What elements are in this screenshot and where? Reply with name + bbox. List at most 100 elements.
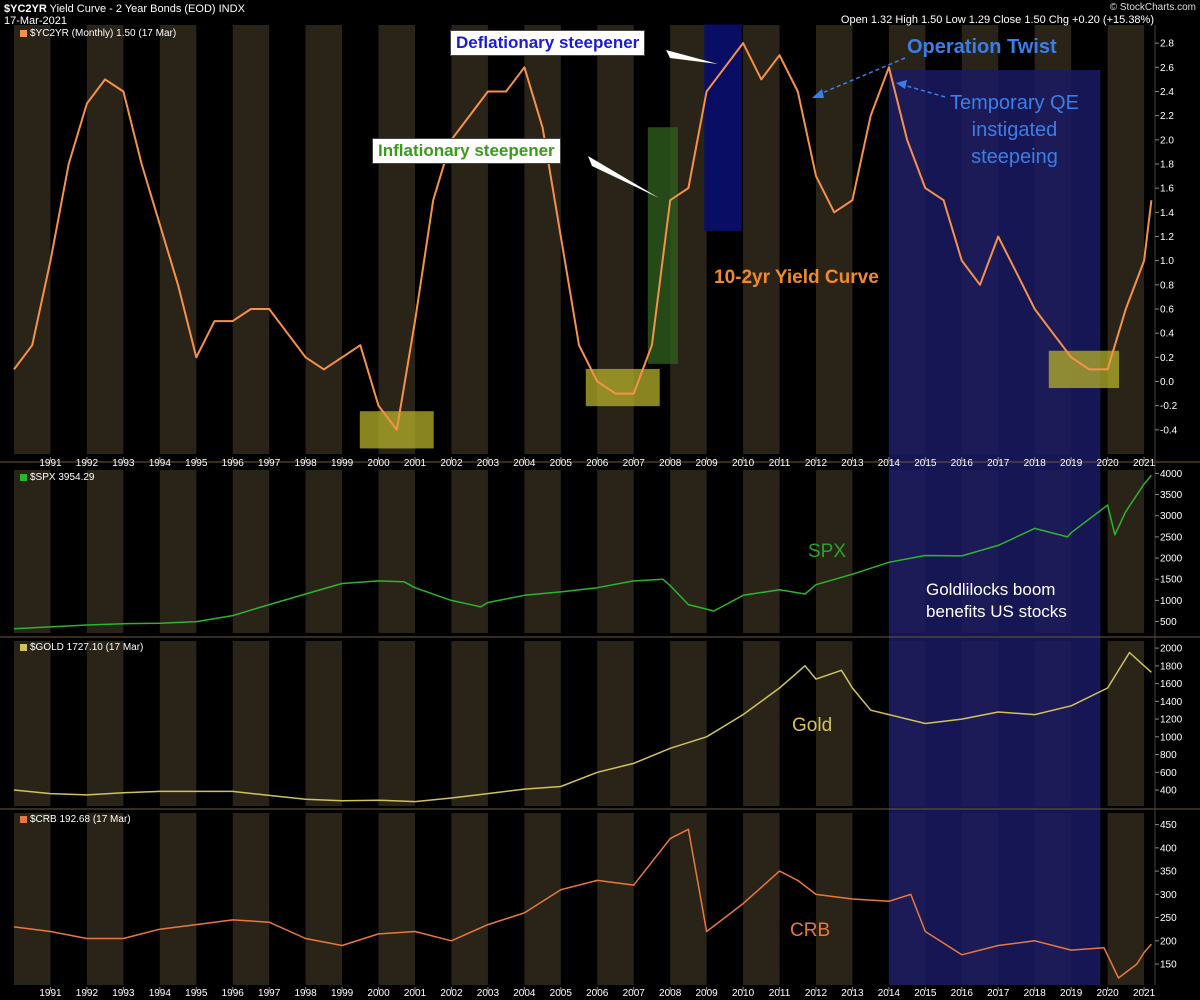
operation-twist-label: Operation Twist (907, 36, 1057, 58)
x-tick-label-top: 1992 (76, 458, 99, 469)
operation-twist-arrow (814, 57, 906, 97)
x-tick-label-top: 2013 (841, 458, 864, 469)
yield-y-tick-label: 1.6 (1160, 184, 1174, 195)
ohlc-readout: Open 1.32 High 1.50 Low 1.29 Close 1.50 … (840, 14, 1154, 26)
x-tick-label-bottom: 2017 (987, 988, 1010, 999)
year-band (670, 470, 707, 633)
x-tick-label-bottom: 2012 (805, 988, 828, 999)
chart-date: 17-Mar-2021 (4, 15, 67, 27)
gold-y-tick-label: 1800 (1160, 661, 1183, 672)
x-tick-label-top: 2016 (951, 458, 974, 469)
x-tick-label-top: 2010 (732, 458, 755, 469)
x-tick-label-top: 2019 (1060, 458, 1083, 469)
x-tick-label-top: 2003 (477, 458, 500, 469)
spx-swatch-icon (20, 473, 27, 481)
stockcharts-logo: © StockCharts.com (1109, 2, 1196, 13)
x-tick-label-bottom: 1991 (39, 988, 62, 999)
x-tick-label-bottom: 2016 (951, 988, 974, 999)
year-band (524, 813, 561, 985)
operation-twist-arrowhead-icon (812, 89, 824, 98)
x-tick-label-top: 2007 (623, 458, 646, 469)
year-band (524, 470, 561, 633)
year-band (524, 641, 561, 806)
x-tick-label-bottom: 2003 (477, 988, 500, 999)
crb-panel-label: $CRB 192.68 (17 Mar) (20, 814, 131, 825)
yield-y-tick-label: 0.0 (1160, 377, 1174, 388)
gold-swatch-icon (20, 643, 27, 651)
year-band (159, 470, 197, 633)
x-tick-label-top: 2009 (695, 458, 718, 469)
yield-curve-label: 10-2yr Yield Curve (714, 267, 879, 288)
inflationary-steepener-callout: Inflationary steepener (372, 138, 561, 164)
year-band (1107, 813, 1145, 985)
symbol-description: Yield Curve - 2 Year Bonds (EOD) (49, 3, 216, 15)
goldilocks-label: Goldlilocks boom benefits US stocks (926, 579, 1067, 623)
yield-y-tick-label: -0.2 (1160, 401, 1178, 412)
gold-panel-label: $GOLD 1727.10 (17 Mar) (20, 642, 143, 653)
x-tick-label-bottom: 2001 (404, 988, 427, 999)
x-tick-label-top: 2008 (659, 458, 682, 469)
year-band (232, 641, 270, 806)
year-band (232, 813, 270, 985)
year-band (451, 25, 488, 454)
spx-y-tick-label: 3500 (1160, 490, 1183, 501)
x-tick-label-top: 2001 (404, 458, 427, 469)
yield-swatch-icon (20, 29, 27, 37)
year-band (743, 641, 780, 806)
gold-series-label: Gold (792, 715, 833, 736)
yield-series-line (13, 42, 1153, 431)
year-band (524, 25, 561, 454)
crb-panel-label-text: $CRB 192.68 (17 Mar) (30, 814, 131, 825)
x-tick-label-bottom: 2010 (732, 988, 755, 999)
x-tick-label-bottom: 2004 (513, 988, 536, 999)
x-tick-label-bottom: 2015 (914, 988, 937, 999)
gold-y-tick-label: 1600 (1160, 679, 1183, 690)
yield-y-tick-label: 1.0 (1160, 256, 1174, 267)
x-tick-label-top: 1998 (295, 458, 318, 469)
year-band (305, 813, 343, 985)
x-tick-label-bottom: 2009 (695, 988, 718, 999)
year-band (86, 641, 124, 806)
symbol: $YC2YR (4, 3, 47, 15)
x-tick-label-bottom: 2018 (1024, 988, 1047, 999)
crb-y-tick-label: 350 (1160, 867, 1177, 878)
yield-y-tick-label: 2.2 (1160, 111, 1174, 122)
crb-y-tick-label: 450 (1160, 820, 1177, 831)
year-band (743, 470, 780, 633)
x-tick-label-bottom: 2020 (1096, 988, 1119, 999)
x-tick-label-bottom: 2005 (550, 988, 573, 999)
crb-y-tick-label: 250 (1160, 913, 1177, 924)
year-band (232, 25, 270, 454)
year-band (86, 470, 124, 633)
spx-y-tick-label: 2000 (1160, 554, 1183, 565)
year-band (86, 813, 124, 985)
temporary-qe-arrow (899, 83, 946, 98)
spx-y-tick-label: 2500 (1160, 532, 1183, 543)
year-band (305, 470, 343, 633)
x-tick-label-bottom: 2000 (367, 988, 390, 999)
crb-y-tick-label: 200 (1160, 936, 1177, 947)
gold-y-tick-label: 800 (1160, 750, 1177, 761)
deflationary-callout-pointer (666, 50, 718, 64)
yield-y-tick-label: 0.6 (1160, 304, 1174, 315)
inflationary-steepener-box (647, 127, 678, 364)
year-band (597, 813, 634, 985)
yield-y-tick-label: 0.2 (1160, 353, 1174, 364)
year-band (451, 641, 488, 806)
year-band (597, 470, 634, 633)
x-tick-label-bottom: 2006 (586, 988, 609, 999)
year-band (159, 641, 197, 806)
yield-panel-label-text: $YC2YR (Monthly) 1.50 (17 Mar) (30, 28, 177, 39)
yield-y-tick-label: 0.4 (1160, 329, 1174, 340)
spx-series-label: SPX (808, 541, 847, 562)
year-band (815, 25, 853, 454)
year-band (451, 813, 488, 985)
inflationary-callout-pointer (588, 156, 659, 198)
spx-y-tick-label: 1000 (1160, 596, 1183, 607)
deflationary-steepener-box (704, 24, 742, 231)
x-tick-label-bottom: 2011 (769, 988, 791, 999)
year-band (1107, 25, 1145, 454)
x-tick-label-top: 2005 (550, 458, 573, 469)
